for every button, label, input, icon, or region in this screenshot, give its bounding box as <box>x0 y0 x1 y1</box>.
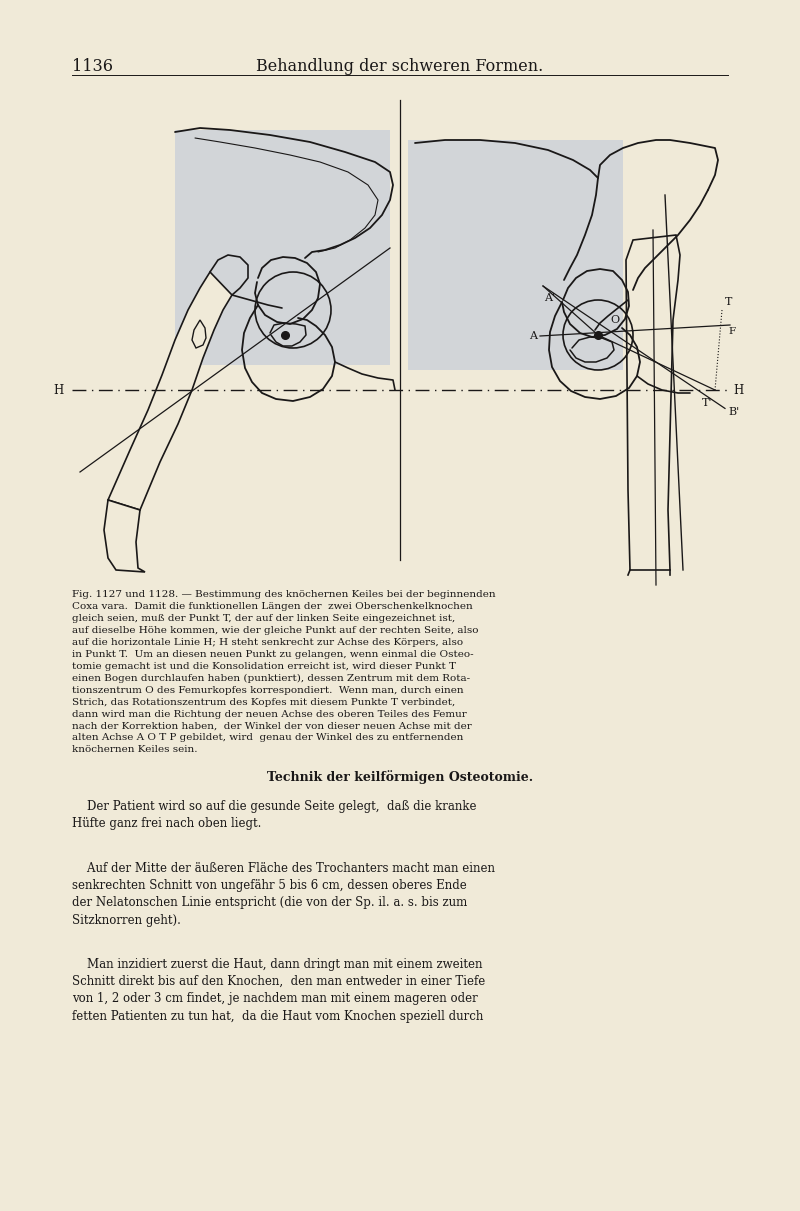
Text: O: O <box>610 315 619 325</box>
Polygon shape <box>108 272 232 510</box>
Polygon shape <box>626 235 680 570</box>
Bar <box>175 130 390 365</box>
Text: A': A' <box>544 293 555 303</box>
Polygon shape <box>104 500 145 572</box>
Text: Der Patient wird so auf die gesunde Seite gelegt,  daß die kranke
Hüfte ganz fre: Der Patient wird so auf die gesunde Seit… <box>72 800 477 831</box>
Bar <box>408 140 623 371</box>
Text: 1136: 1136 <box>72 58 113 75</box>
Text: T: T <box>725 297 732 308</box>
Text: H: H <box>733 384 743 396</box>
Polygon shape <box>192 320 206 348</box>
Text: Fig. 1127 und 1128. — Bestimmung des knöchernen Keiles bei der beginnenden
Coxa : Fig. 1127 und 1128. — Bestimmung des knö… <box>72 590 496 754</box>
Text: B': B' <box>728 407 739 417</box>
Text: A: A <box>529 331 537 342</box>
Text: T': T' <box>702 398 712 408</box>
Text: Auf der Mitte der äußeren Fläche des Trochanters macht man einen
senkrechten Sch: Auf der Mitte der äußeren Fläche des Tro… <box>72 862 495 926</box>
Text: H: H <box>54 384 64 396</box>
Text: Behandlung der schweren Formen.: Behandlung der schweren Formen. <box>256 58 544 75</box>
Text: Technik der keilförmigen Osteotomie.: Technik der keilförmigen Osteotomie. <box>267 770 533 784</box>
Text: Man inzidiert zuerst die Haut, dann dringt man mit einem zweiten
Schnitt direkt : Man inzidiert zuerst die Haut, dann drin… <box>72 958 486 1022</box>
Text: F: F <box>728 327 735 335</box>
